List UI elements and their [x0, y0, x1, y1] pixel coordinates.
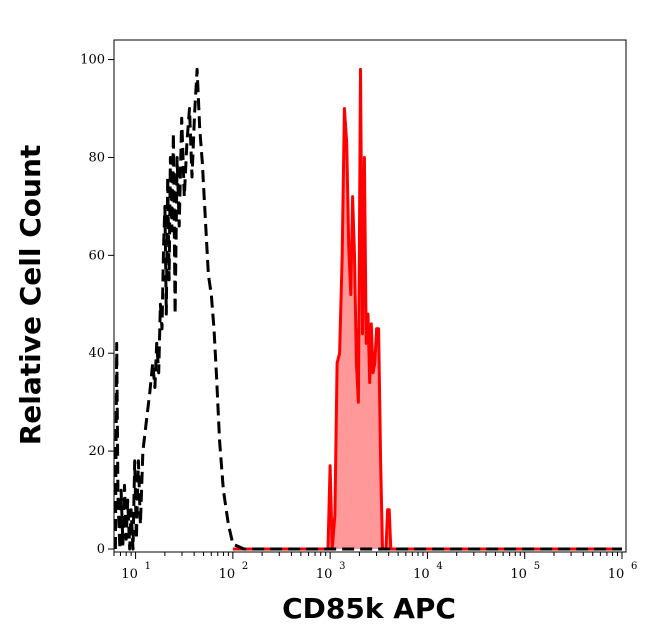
x-tick-label: 10 [316, 567, 333, 582]
y-tick-label: 60 [88, 248, 105, 263]
x-tick-label: 10 [510, 567, 527, 582]
x-tick-exponent: 1 [145, 561, 151, 572]
series-1-area [232, 69, 622, 550]
y-tick-label: 80 [88, 150, 105, 165]
x-axis: 10 1 10 2 10 3 10 4 10 5 10 6 [113, 552, 637, 582]
y-axis-title: Relative Cell Count [14, 145, 47, 446]
y-tick-label: 100 [80, 53, 105, 68]
y-axis: 0 20 40 60 80 100 [80, 53, 114, 557]
plot-frame [113, 39, 627, 553]
plot-area [114, 67, 622, 551]
x-tick-exponent: 5 [534, 561, 540, 572]
x-tick-exponent: 6 [631, 561, 637, 572]
series-0-line [114, 67, 622, 551]
series-1-line [232, 67, 622, 551]
y-tick-label: 0 [97, 542, 105, 557]
y-tick-label: 40 [88, 346, 105, 361]
x-tick-exponent: 4 [436, 561, 442, 572]
x-tick-label: 10 [608, 567, 625, 582]
x-tick-label: 10 [121, 567, 138, 582]
x-tick-label: 10 [413, 567, 430, 582]
x-tick-exponent: 3 [339, 561, 345, 572]
y-tick-label: 20 [88, 444, 105, 459]
x-axis-title: CD85k APC [282, 592, 456, 625]
x-tick-exponent: 2 [242, 561, 248, 572]
x-tick-label: 10 [219, 567, 236, 582]
